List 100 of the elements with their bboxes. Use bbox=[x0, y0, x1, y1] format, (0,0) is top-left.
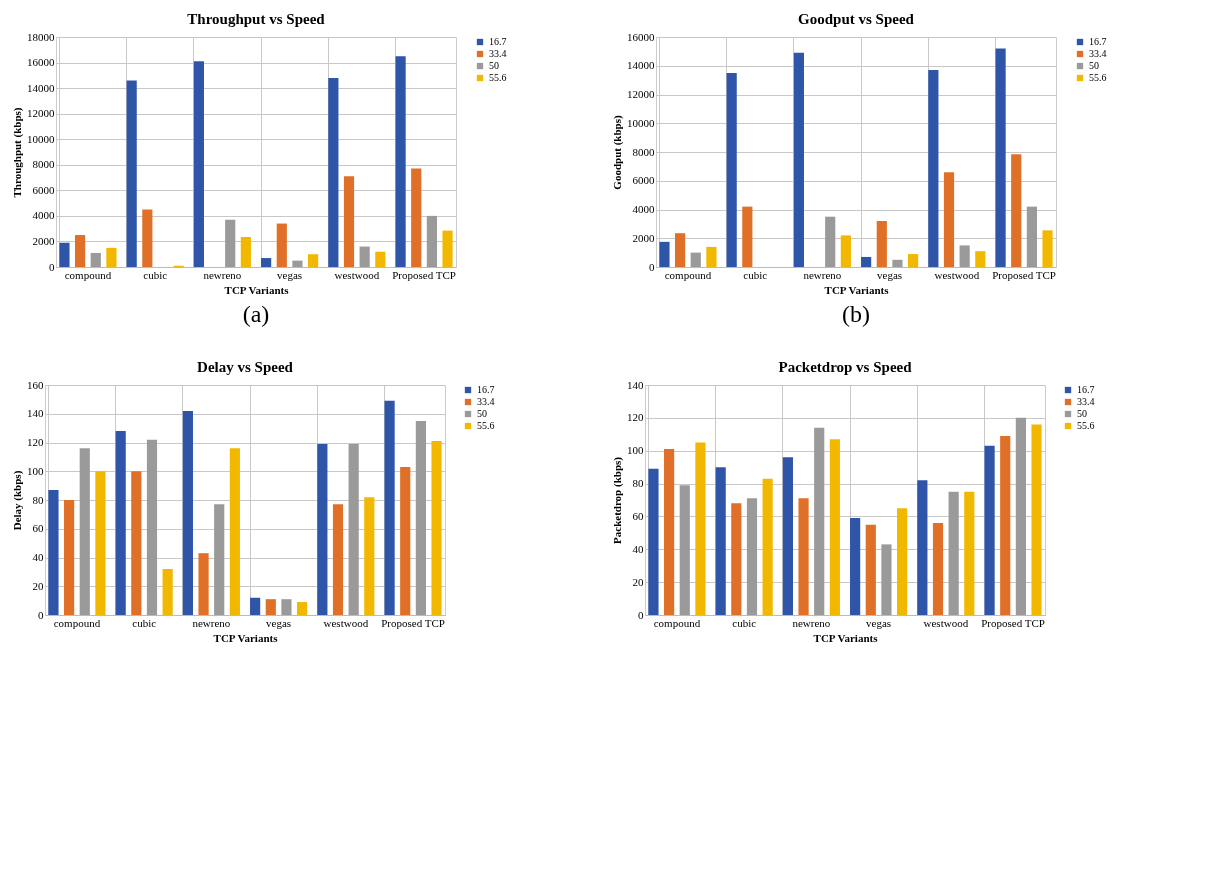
chart-title: Throughput vs Speed bbox=[187, 11, 326, 27]
legend-label: 55.6 bbox=[489, 72, 507, 83]
y-tick-label: 16000 bbox=[27, 56, 55, 69]
y-tick-label: 18000 bbox=[27, 30, 55, 43]
bar bbox=[850, 518, 861, 615]
bar bbox=[106, 247, 117, 267]
chart-title: Delay vs Speed bbox=[197, 359, 294, 375]
bar bbox=[690, 252, 701, 267]
bar bbox=[881, 544, 892, 615]
bar bbox=[59, 242, 70, 267]
legend-label: 50 bbox=[477, 408, 487, 419]
bar bbox=[281, 599, 292, 615]
legend-label: 16.7 bbox=[1077, 384, 1095, 395]
bar bbox=[131, 471, 142, 615]
bar bbox=[240, 236, 251, 267]
y-tick-label: 14000 bbox=[627, 59, 655, 72]
bar bbox=[659, 241, 670, 267]
bar bbox=[90, 252, 101, 267]
bar bbox=[675, 233, 686, 267]
bar bbox=[679, 485, 690, 615]
bar bbox=[731, 503, 742, 615]
legend-label: 33.4 bbox=[1077, 396, 1095, 407]
y-tick-label: 6000 bbox=[32, 183, 55, 196]
bar bbox=[865, 524, 876, 615]
y-tick-label: 40 bbox=[32, 551, 44, 563]
y-tick-label: 14000 bbox=[27, 81, 55, 94]
bar bbox=[426, 215, 437, 267]
y-tick-label: 120 bbox=[627, 411, 644, 424]
y-tick-label: 2000 bbox=[632, 231, 655, 244]
bar bbox=[400, 466, 411, 615]
y-axis-title: Goodput (kbps) bbox=[611, 115, 624, 190]
bar bbox=[375, 251, 386, 267]
x-tick-label: newreno bbox=[192, 616, 231, 629]
bar bbox=[995, 48, 1006, 267]
y-tick-label: 12000 bbox=[627, 88, 655, 100]
x-tick-label: westwood bbox=[934, 268, 980, 281]
x-axis-title: TCP Variants bbox=[813, 631, 879, 644]
text: (b) bbox=[842, 301, 870, 327]
bar bbox=[932, 523, 944, 615]
bar bbox=[664, 449, 675, 615]
x-axis-title: TCP Variants bbox=[213, 631, 279, 644]
x-tick-label: cubic bbox=[132, 616, 157, 629]
x-tick-label: Proposed TCP bbox=[981, 616, 1045, 629]
bar bbox=[746, 498, 758, 615]
bar bbox=[892, 259, 903, 267]
bar bbox=[695, 442, 706, 615]
bar bbox=[948, 491, 959, 615]
bar bbox=[798, 498, 809, 615]
bar bbox=[648, 468, 659, 615]
y-tick-label: 16000 bbox=[627, 30, 655, 43]
x-tick-label: cubic bbox=[143, 268, 168, 281]
bar bbox=[126, 80, 137, 267]
bar bbox=[984, 445, 995, 615]
bar bbox=[715, 467, 726, 615]
y-tick-label: 0 bbox=[38, 608, 44, 621]
bar bbox=[762, 478, 773, 615]
y-tick-label: 6000 bbox=[632, 174, 655, 187]
text: (a) bbox=[242, 301, 270, 327]
x-tick-label: vegas bbox=[877, 268, 903, 281]
bar bbox=[814, 427, 825, 615]
x-tick-label: newreno bbox=[203, 268, 242, 281]
legend-label: 50 bbox=[1077, 408, 1087, 419]
bar bbox=[1011, 154, 1022, 267]
bar bbox=[829, 439, 840, 615]
bar bbox=[964, 491, 975, 615]
bar bbox=[48, 489, 59, 615]
y-tick-label: 140 bbox=[27, 407, 44, 420]
x-tick-label: westwood bbox=[923, 616, 969, 629]
bar bbox=[348, 443, 359, 615]
bar bbox=[411, 168, 422, 267]
bar bbox=[861, 256, 872, 267]
bar bbox=[825, 216, 836, 267]
y-tick-label: 10000 bbox=[627, 116, 655, 129]
y-tick-label: 12000 bbox=[27, 107, 55, 120]
bar bbox=[1015, 417, 1026, 615]
bar bbox=[415, 420, 426, 615]
y-tick-label: 8000 bbox=[632, 145, 655, 158]
bar bbox=[959, 245, 970, 267]
bar bbox=[384, 400, 395, 615]
bar bbox=[225, 219, 236, 267]
legend-label: 55.6 bbox=[477, 420, 495, 431]
legend-label: 16.7 bbox=[1089, 36, 1107, 47]
x-tick-label: westwood bbox=[323, 616, 369, 629]
bar bbox=[214, 504, 225, 615]
y-tick-label: 10000 bbox=[27, 132, 55, 145]
legend-label: 55.6 bbox=[1089, 72, 1107, 83]
bar bbox=[193, 61, 204, 267]
bar bbox=[142, 209, 153, 267]
bar bbox=[897, 508, 908, 615]
legend-label: 33.4 bbox=[477, 396, 495, 407]
y-tick-label: 2000 bbox=[32, 234, 55, 247]
x-tick-label: newreno bbox=[792, 616, 831, 629]
y-tick-label: 160 bbox=[27, 378, 44, 391]
x-tick-label: cubic bbox=[732, 616, 757, 629]
y-tick-label: 0 bbox=[649, 260, 655, 273]
bar bbox=[1000, 435, 1011, 615]
x-tick-label: westwood bbox=[334, 268, 380, 281]
bar bbox=[793, 52, 804, 267]
y-axis-title: Throughput (kbps) bbox=[11, 107, 24, 198]
bar bbox=[395, 56, 406, 267]
